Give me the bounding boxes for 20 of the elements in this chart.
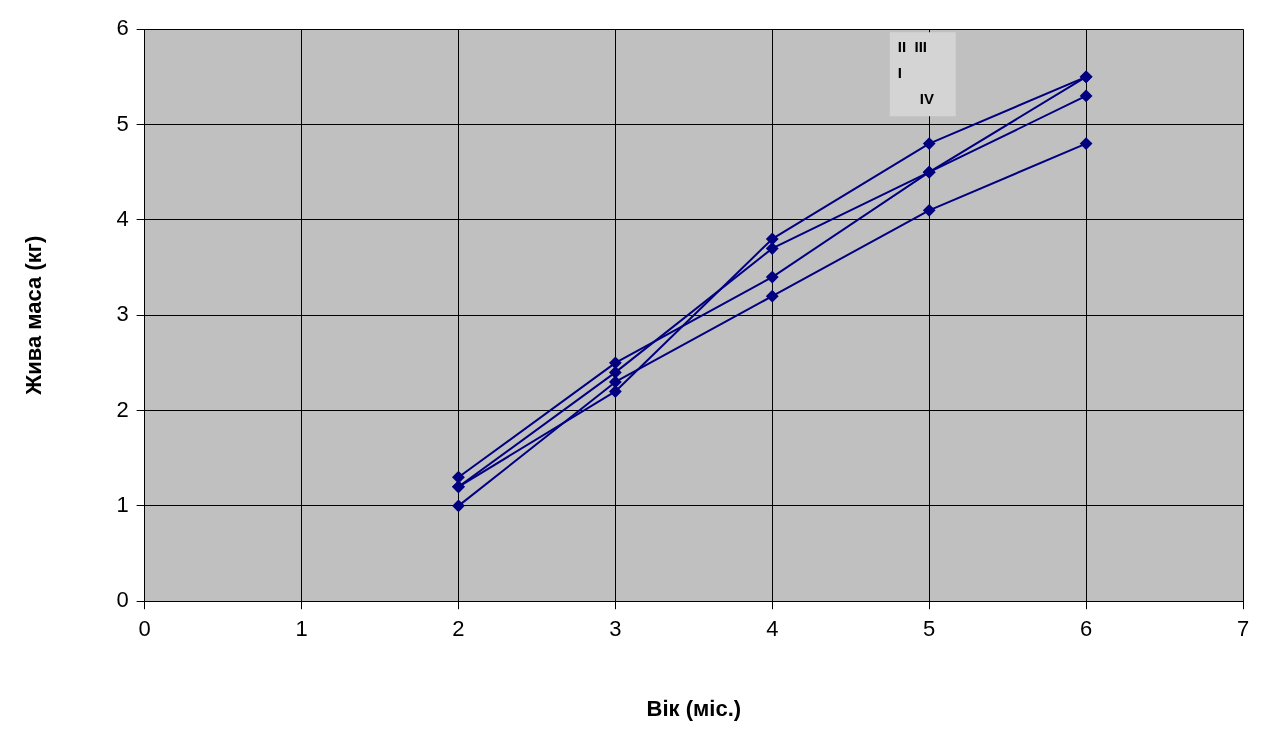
x-axis-title: Вік (міс.): [646, 695, 742, 721]
x-tick-label: 2: [452, 616, 465, 642]
annotation: II III: [897, 38, 927, 56]
x-tick-label: 4: [766, 616, 779, 642]
y-tick-label: 4: [116, 205, 129, 231]
y-axis-title: Жива маса (кг): [21, 235, 47, 396]
annotation: IV: [919, 90, 934, 108]
y-tick-label: 5: [116, 110, 129, 136]
x-tick-label: 5: [923, 616, 936, 642]
y-tick-label: 6: [116, 15, 129, 41]
x-tick-label: 3: [609, 616, 622, 642]
y-tick-label: 1: [116, 491, 129, 517]
y-tick-label: 3: [116, 301, 129, 327]
x-tick-label: 0: [138, 616, 151, 642]
y-tick-label: 2: [116, 396, 129, 422]
x-tick-label: 1: [295, 616, 308, 642]
annotation: I: [897, 64, 902, 82]
x-tick-label: 7: [1236, 616, 1250, 642]
y-tick-label: 0: [116, 587, 129, 613]
x-tick-label: 6: [1079, 616, 1093, 642]
